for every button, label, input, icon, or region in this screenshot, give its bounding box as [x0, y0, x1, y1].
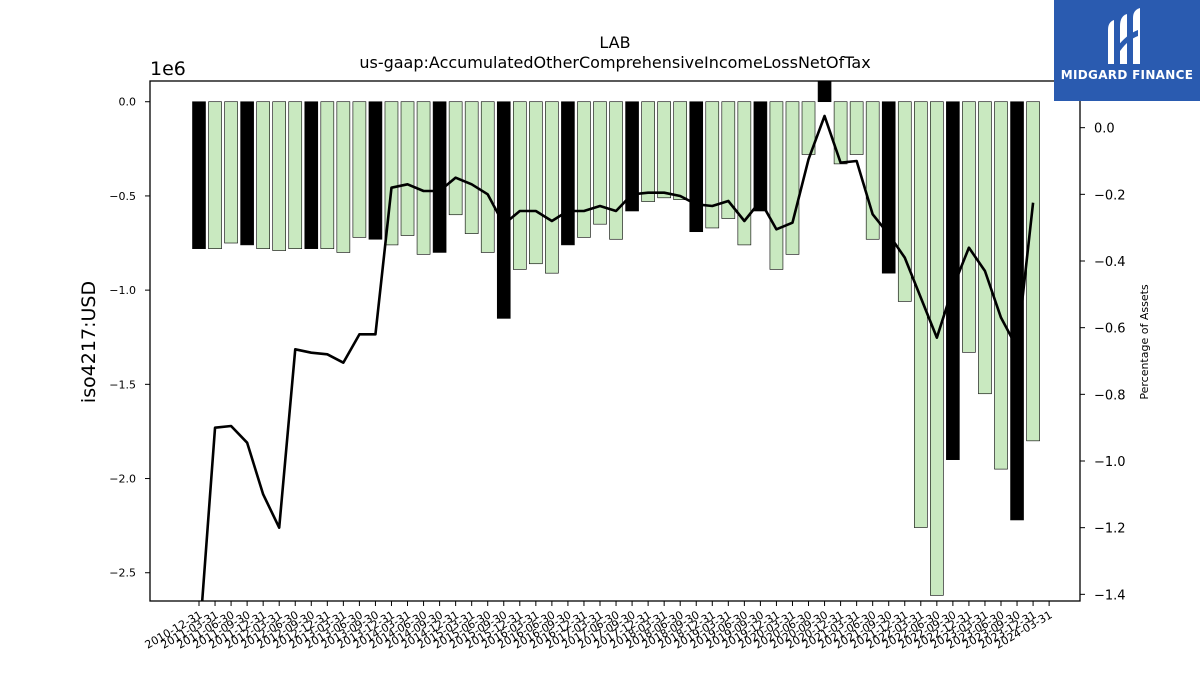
y2-tick-label: 0.0	[1094, 122, 1115, 137]
plot-frame	[149, 80, 1081, 602]
bar-2015-12-31	[512, 101, 527, 270]
bar-2018-09-30	[689, 101, 704, 233]
bar-2017-09-30	[625, 101, 639, 212]
bar-2010-12-31	[192, 101, 206, 249]
bar-2023-06-30	[994, 101, 1008, 470]
bar-2023-12-31	[1026, 101, 1040, 442]
bar-2019-06-30	[737, 101, 752, 246]
logo-text: MIDGARD FINANCE	[1060, 68, 1194, 82]
y2-tick-label: −1.0	[1094, 455, 1126, 470]
y-tick-label: 0.0	[119, 96, 137, 109]
y-tick-label: −2.0	[109, 473, 136, 486]
bar-2020-09-30	[817, 80, 832, 103]
bar-2016-03-31	[529, 101, 543, 265]
bar-2015-06-30	[480, 101, 495, 253]
bar-2013-09-30	[368, 101, 383, 240]
bar-2020-03-31	[785, 101, 800, 255]
bar-2012-06-30	[288, 101, 303, 249]
bar-2018-12-31	[705, 101, 720, 229]
y-tick-label: −1.5	[109, 378, 136, 391]
y-tick-label: −1.0	[109, 284, 136, 297]
logo-icon	[1108, 8, 1140, 64]
y2-tick-label: −0.2	[1094, 188, 1126, 203]
bar-2022-06-30	[930, 101, 944, 596]
bar-2020-06-30	[801, 101, 816, 155]
chart-subtitle: us-gaap:AccumulatedOtherComprehensiveInc…	[359, 53, 870, 72]
bar-2020-12-31	[833, 101, 848, 165]
bar-2018-03-31	[657, 101, 671, 199]
bar-2011-12-31	[256, 101, 270, 249]
bar-2019-12-31	[769, 101, 784, 270]
y2-tick-label: −1.4	[1094, 588, 1126, 603]
bar-2017-12-31	[641, 101, 655, 202]
y2-axis-label: Percentage of Assets	[1138, 284, 1151, 400]
bar-2016-09-30	[561, 101, 575, 246]
bar-2021-09-30	[881, 101, 896, 274]
bar-series	[192, 80, 1040, 596]
bar-2013-03-31	[336, 101, 351, 253]
bar-2019-09-30	[753, 101, 768, 212]
y-tick-label: −2.5	[109, 567, 136, 580]
y2-tick-label: −0.8	[1094, 388, 1126, 403]
y2-tick-label: −1.2	[1094, 522, 1126, 537]
bar-2012-03-31	[272, 101, 287, 251]
bar-2014-03-31	[400, 101, 415, 236]
bar-2014-12-31	[448, 101, 463, 216]
bar-2017-03-31	[593, 101, 607, 225]
bar-2014-06-30	[416, 101, 431, 255]
bar-2012-12-31	[320, 101, 335, 249]
bar-2011-03-31	[208, 101, 222, 249]
bar-2022-03-31	[913, 101, 928, 528]
bar-2018-06-30	[673, 101, 688, 200]
y2-tick-label: −0.4	[1094, 255, 1126, 270]
y-scale-label: 1e6	[150, 58, 186, 80]
bar-2012-09-30	[304, 101, 319, 249]
bar-2023-09-30	[1010, 101, 1024, 521]
bar-2016-06-30	[545, 101, 559, 274]
bar-2022-09-30	[946, 101, 960, 460]
bar-2011-06-30	[224, 101, 238, 244]
y2-tick-label: −0.6	[1094, 322, 1126, 337]
bar-2013-06-30	[352, 101, 367, 238]
bar-2016-12-31	[577, 101, 591, 238]
y-axis-label: iso4217:USD	[78, 281, 100, 403]
bar-2023-03-31	[978, 101, 992, 395]
bar-2017-06-30	[609, 101, 623, 240]
y-tick-label: −0.5	[109, 190, 136, 203]
y2-axis-ticks: 0.0 −0.2 −0.4 −0.6 −0.8 −1.0 −1.2 −1.4	[1080, 122, 1126, 603]
bar-2022-12-31	[962, 101, 976, 353]
chart-title: LAB	[599, 33, 630, 52]
x-axis-ticks: 2010-12-312011-03-312011-06-302011-09-30…	[143, 601, 1055, 652]
bar-2021-03-31	[849, 101, 864, 155]
bar-2015-09-30	[496, 101, 511, 319]
y-axis-ticks: 0.0 −0.5 −1.0 −1.5 −2.0 −2.5	[109, 96, 150, 580]
bar-2015-03-31	[464, 101, 479, 234]
bar-2011-09-30	[240, 101, 254, 246]
bar-2019-03-31	[721, 101, 736, 219]
bar-2014-09-30	[432, 101, 447, 253]
line-percentage-of-assets	[200, 114, 1035, 601]
line-series	[200, 114, 1035, 601]
